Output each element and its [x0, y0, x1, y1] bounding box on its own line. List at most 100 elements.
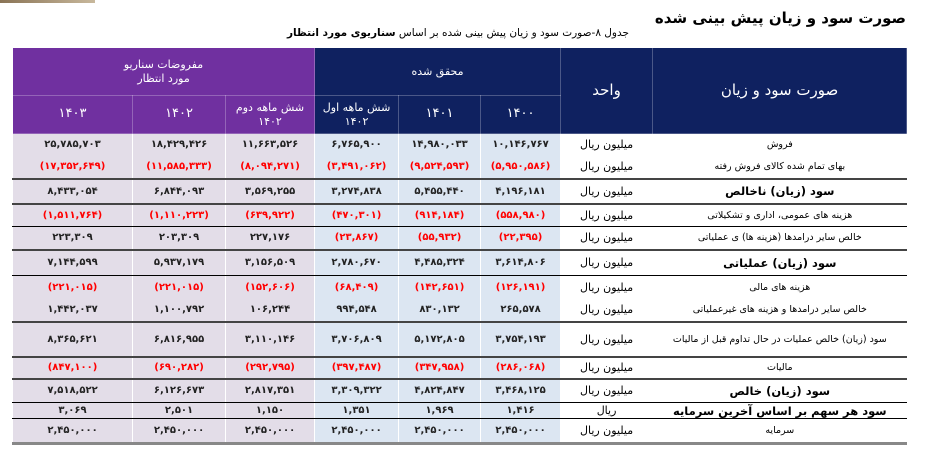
row-label: سود (زیان) ناخالص	[652, 178, 907, 205]
value-cell: (۹,۵۲۴,۵۹۳)	[398, 155, 481, 180]
value-cell: ۹۹۴,۵۴۸	[314, 298, 399, 323]
header-column: ۱۴۰۳	[11, 95, 134, 134]
row-unit: میلیون ریال	[560, 226, 653, 251]
value-cell: ۶,۸۱۶,۹۵۵	[132, 321, 226, 358]
value-cell: (۸۴۷,۱۰۰)	[11, 356, 133, 380]
value-cell: ۱,۳۵۱	[314, 402, 399, 419]
value-cell: ۲,۴۵۰,۰۰۰	[314, 418, 399, 445]
value-cell: (۱۴۲,۶۵۱)	[398, 275, 481, 299]
value-cell: ۱,۱۰۰,۷۹۲	[132, 298, 226, 323]
scenario-line2: مورد انتظار	[137, 71, 190, 85]
value-cell: ۲,۴۵۰,۰۰۰	[225, 418, 315, 445]
value-cell: (۳۴۷,۹۵۸)	[398, 356, 481, 380]
value-cell: ۸۳۰,۱۳۲	[398, 298, 481, 323]
row-unit: میلیون ریال	[560, 249, 653, 276]
column-year: ۱۴۰۲	[258, 114, 282, 128]
table-row: سود هر سهم بر اساس آخرین سرمایه ریال ۱,۴۱۶…	[11, 402, 907, 419]
column-title: شش ماهه اول	[322, 100, 391, 114]
header-column: ۱۴۰۲	[132, 95, 227, 134]
table-row: سرمایه میلیون ریال ۲,۴۵۰,۰۰۰ ۲,۴۵۰,۰۰۰ ۲,۴۵۰…	[11, 418, 907, 445]
caption-bold-text: سناریوی مورد انتظار	[286, 27, 396, 39]
value-cell: ۲۲۷,۱۷۶	[225, 226, 315, 251]
header-label-col: صورت سود و زیان	[652, 47, 908, 134]
row-label: سود هر سهم بر اساس آخرین سرمایه	[652, 402, 907, 419]
value-cell: ۳,۱۵۶,۵۰۹	[225, 249, 315, 276]
value-cell: (۲۸۶,۰۶۸)	[480, 356, 561, 380]
row-unit: میلیون ریال	[560, 155, 653, 180]
table-row: خالص سایر درامدها (هزینه ها) ی عملیاتی می…	[11, 226, 907, 251]
value-cell: ۲۶۵,۵۷۸	[480, 298, 561, 323]
table-row: مالیات میلیون ریال (۲۸۶,۰۶۸) (۳۴۷,۹۵۸) (۳۹۷,…	[11, 356, 907, 380]
table-row: سود (زیان) عملیاتی میلیون ریال ۳,۶۱۴,۸۰۶ ۴,…	[11, 249, 907, 276]
row-label: سود (زیان) خالص عملیات در حال تداوم قبل …	[652, 321, 907, 358]
value-cell: ۳,۰۶۹	[11, 402, 133, 419]
value-cell: ۲,۴۵۰,۰۰۰	[132, 418, 226, 445]
value-cell: ۲,۵۰۱	[132, 402, 226, 419]
header-column: شش ماهه اول ۱۴۰۲	[314, 95, 400, 134]
row-label: هزینه های مالی	[652, 275, 907, 299]
value-cell: ۱۱,۶۶۳,۵۲۶	[225, 133, 315, 156]
value-cell: (۳۹۷,۴۸۷)	[314, 356, 399, 380]
value-cell: (۲۲۱,۰۱۵)	[132, 275, 226, 299]
row-unit: میلیون ریال	[560, 321, 653, 358]
value-cell: ۳,۴۶۸,۱۲۵	[480, 378, 561, 403]
value-cell: (۳,۴۹۱,۰۶۲)	[314, 155, 399, 180]
value-cell: ۶,۷۶۵,۹۰۰	[314, 133, 399, 156]
table-caption: جدول ۸-صورت سود و زیان پیش بینی شده بر ا…	[287, 27, 629, 39]
value-cell: (۱۵۲,۶۰۶)	[225, 275, 315, 299]
table-row: بهای تمام شده کالای فروش رفته میلیون ریال…	[11, 155, 907, 180]
row-unit: میلیون ریال	[560, 275, 653, 299]
value-cell: (۵۵۸,۹۸۰)	[480, 203, 561, 227]
row-unit: میلیون ریال	[560, 203, 653, 227]
value-cell: ۵,۱۷۲,۸۰۵	[398, 321, 481, 358]
value-cell: ۷,۱۴۴,۵۹۹	[11, 249, 133, 276]
value-cell: ۴,۴۸۵,۳۲۴	[398, 249, 481, 276]
value-cell: (۴۷۰,۳۰۱)	[314, 203, 399, 227]
value-cell: ۳,۱۱۰,۱۴۶	[225, 321, 315, 358]
caption-text: جدول ۸-صورت سود و زیان پیش بینی شده بر ا…	[395, 27, 629, 39]
value-cell: ۳,۷۵۴,۱۹۳	[480, 321, 561, 358]
value-cell: (۶۳۹,۹۲۲)	[225, 203, 315, 227]
value-cell: (۱۷,۳۵۲,۶۴۹)	[11, 155, 133, 180]
row-label: هزینه های عمومی، اداری و تشکیلاتی	[652, 203, 907, 227]
value-cell: ۳,۷۰۶,۸۰۹	[314, 321, 399, 358]
value-cell: (۵,۹۵۰,۵۸۶)	[480, 155, 561, 180]
value-cell: ۱۰,۱۴۶,۷۶۷	[480, 133, 561, 156]
value-cell: ۱۰۶,۲۴۴	[225, 298, 315, 323]
value-cell: (۲۳,۸۶۷)	[314, 226, 399, 251]
value-cell: ۶,۱۲۶,۶۷۳	[132, 378, 226, 403]
value-cell: (۱,۵۱۱,۷۶۴)	[11, 203, 133, 227]
row-label: سود (زیان) عملیاتی	[652, 249, 907, 276]
row-label: فروش	[652, 133, 907, 156]
table-row: فروش میلیون ریال ۱۰,۱۴۶,۷۶۷ ۱۴,۹۸۰,۰۳۳ ۶,۷۶۵…	[11, 133, 907, 156]
value-cell: ۲,۴۵۰,۰۰۰	[480, 418, 561, 445]
value-cell: (۱۲۶,۱۹۱)	[480, 275, 561, 299]
column-year: ۱۴۰۲	[344, 114, 369, 128]
row-unit: میلیون ریال	[560, 133, 653, 156]
value-cell: ۲۰۳,۳۰۹	[132, 226, 226, 251]
value-cell: (۲۲,۳۹۵)	[480, 226, 561, 251]
header-column: ۱۴۰۰	[480, 95, 562, 134]
value-cell: ۳,۲۷۴,۸۳۸	[314, 178, 399, 205]
value-cell: (۲۹۲,۷۹۵)	[225, 356, 315, 380]
value-cell: ۱,۴۱۶	[480, 402, 561, 419]
row-unit: میلیون ریال	[560, 356, 653, 380]
value-cell: (۹۱۴,۱۸۴)	[398, 203, 481, 227]
table-row: سود (زیان) خالص میلیون ریال ۳,۴۶۸,۱۲۵ ۴,۸۲۴…	[11, 378, 907, 403]
column-title: شش ماهه دوم	[235, 100, 305, 114]
value-cell: ۲۲۳,۳۰۹	[11, 226, 133, 251]
row-unit: میلیون ریال	[560, 298, 653, 323]
header-column: ۱۴۰۱	[398, 95, 482, 134]
table-row: هزینه های مالی میلیون ریال (۱۲۶,۱۹۱) (۱۴۲,۶…	[11, 275, 907, 299]
section-title: صورت سود و زیان پیش بینی شده	[654, 9, 906, 27]
value-cell: (۱,۱۱۰,۲۲۳)	[132, 203, 226, 227]
row-label: خالص سایر درامدها و هزینه های غیرعملیاتی	[652, 298, 907, 323]
value-cell: ۲,۴۵۰,۰۰۰	[398, 418, 481, 445]
value-cell: ۵,۴۵۵,۴۴۰	[398, 178, 481, 205]
table-row: خالص سایر درامدها و هزینه های غیرعملیاتی…	[11, 298, 907, 323]
value-cell: ۳,۵۶۹,۲۵۵	[225, 178, 315, 205]
header-scenario-group: مفروضات سناریو مورد انتظار	[11, 47, 316, 96]
value-cell: ۲,۸۱۷,۳۵۱	[225, 378, 315, 403]
value-cell: ۷,۵۱۸,۵۲۲	[11, 378, 133, 403]
value-cell: ۳,۳۰۹,۳۲۲	[314, 378, 399, 403]
